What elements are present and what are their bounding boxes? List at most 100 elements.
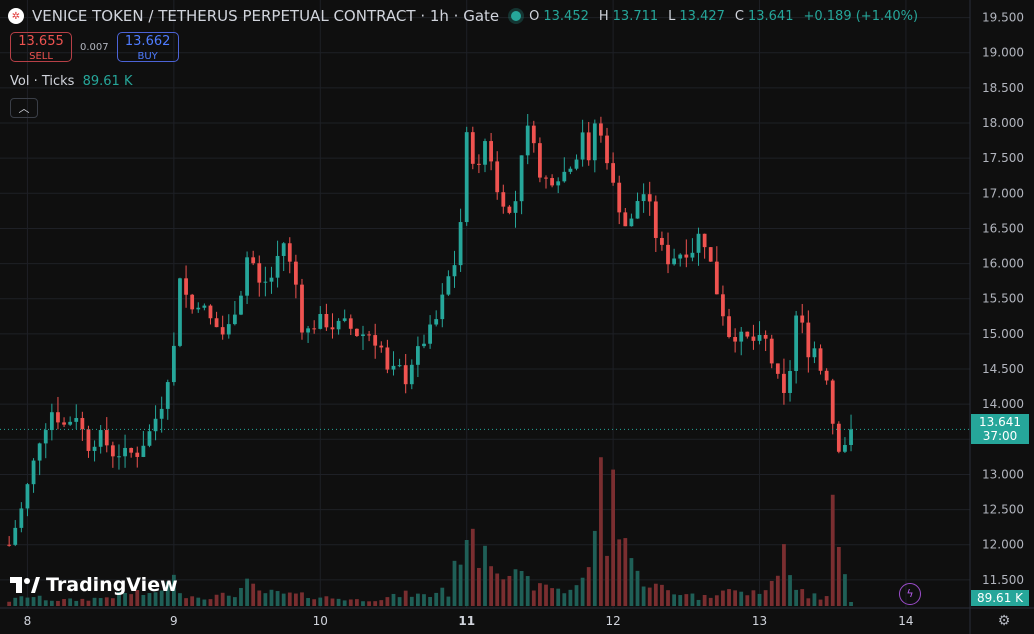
volume-bar xyxy=(605,555,609,606)
candle-body xyxy=(714,261,719,295)
volume-bar xyxy=(214,594,219,606)
volume-bar xyxy=(464,539,469,606)
candle-body xyxy=(153,418,158,432)
candle-body xyxy=(775,363,780,374)
candle-body xyxy=(251,257,256,264)
volume-bar xyxy=(617,539,622,606)
y-tick-label: 19.000 xyxy=(982,46,1024,60)
candle-body xyxy=(843,444,847,452)
volume-bar xyxy=(80,598,85,606)
candle-body xyxy=(452,265,457,277)
candle-body xyxy=(232,314,237,325)
volume-bar xyxy=(531,590,536,606)
volume-bar xyxy=(830,494,835,606)
volume-bar xyxy=(702,595,707,606)
candle-body xyxy=(519,155,524,202)
volume-value-tag: 89.61 K xyxy=(971,590,1029,606)
lightning-bolt-icon[interactable]: ϟ xyxy=(899,583,921,605)
candle-body xyxy=(324,314,329,328)
candle-body xyxy=(190,294,195,310)
volume-bar xyxy=(751,590,756,606)
candle-body xyxy=(806,322,811,358)
volume-bar xyxy=(31,597,36,606)
candle-body xyxy=(592,123,597,161)
candle-body xyxy=(477,163,481,165)
candle-body xyxy=(836,423,841,452)
candle-body xyxy=(690,252,695,258)
candle-body xyxy=(245,257,249,296)
volume-bar xyxy=(49,600,54,606)
volume-bar xyxy=(68,598,73,606)
candle-body xyxy=(281,243,286,256)
x-tick-label: 8 xyxy=(24,614,32,628)
volume-legend[interactable]: Vol · Ticks 89.61 K xyxy=(10,74,132,89)
volume-bar xyxy=(519,570,524,606)
volume-bar xyxy=(660,584,664,606)
volume-bar xyxy=(312,599,317,606)
candle-body xyxy=(507,206,512,213)
candle-body xyxy=(678,254,683,259)
x-tick-label: 9 xyxy=(170,614,178,628)
ohlc-legend: O 13.452 H 13.711 L 13.427 C 13.641 +0.189 (+1.4… xyxy=(529,9,924,24)
volume-bar xyxy=(538,583,542,606)
y-tick-label: 12.000 xyxy=(982,538,1024,552)
candle-body xyxy=(293,261,298,285)
volume-bar xyxy=(300,592,304,606)
volume-bar xyxy=(318,597,323,606)
volume-bar xyxy=(794,589,799,606)
volume-bar xyxy=(208,599,213,606)
candle-body xyxy=(531,125,536,144)
ohlc-key: H xyxy=(598,8,609,24)
ohlc-value: +0.189 (+1.40%) xyxy=(803,8,919,24)
spread-value: 0.007 xyxy=(80,41,109,53)
candle-body xyxy=(312,328,317,330)
symbol-title[interactable]: VENICE TOKEN / TETHERUS PERPETUAL CONTRA… xyxy=(32,7,500,25)
volume-bar xyxy=(330,598,335,606)
y-tick-label: 12.500 xyxy=(982,503,1024,517)
volume-bar xyxy=(7,601,12,606)
collapse-legend-button[interactable]: ︿ xyxy=(10,98,38,118)
candle-body xyxy=(574,159,579,169)
candle-body xyxy=(757,334,762,341)
candle-body xyxy=(794,315,799,371)
volume-bar xyxy=(135,590,140,606)
volume-bar xyxy=(373,601,378,606)
volume-bar xyxy=(379,600,384,606)
market-open-indicator-icon xyxy=(511,11,522,21)
volume-bar xyxy=(849,601,853,606)
y-tick-label: 17.000 xyxy=(982,186,1024,200)
volume-bar xyxy=(184,598,188,606)
candle-body xyxy=(330,327,335,330)
volume-bar xyxy=(757,593,762,606)
ohlc-value: 13.641 xyxy=(747,8,794,24)
volume-bar xyxy=(769,580,774,606)
candle-body xyxy=(660,237,664,245)
volume-bar xyxy=(525,576,530,606)
volume-bar xyxy=(721,590,725,606)
candle-body xyxy=(171,345,176,383)
candle-body xyxy=(708,247,713,262)
volume-bar xyxy=(336,598,341,606)
buy-price: 13.662 xyxy=(124,34,171,49)
volume-bar xyxy=(544,584,548,606)
candle-body xyxy=(666,244,670,265)
candle-body xyxy=(165,382,170,409)
buy-label: BUY xyxy=(137,51,158,62)
candle-body xyxy=(721,294,725,317)
volume-bar xyxy=(629,558,634,606)
x-tick-label: 12 xyxy=(605,614,620,628)
gear-icon[interactable]: ⚙ xyxy=(997,613,1011,629)
candle-body xyxy=(367,334,371,336)
buy-button[interactable]: 13.662 BUY xyxy=(116,32,179,62)
volume-bar xyxy=(458,564,463,606)
candle-body xyxy=(422,343,426,347)
candle-body xyxy=(275,255,280,278)
candle-body xyxy=(501,192,506,207)
volume-bar xyxy=(287,592,292,606)
candle-body xyxy=(397,365,402,367)
candle-body xyxy=(141,445,146,457)
volume-bar xyxy=(25,597,30,606)
volume-bar xyxy=(513,569,518,606)
sell-button[interactable]: 13.655 SELL xyxy=(10,32,72,62)
